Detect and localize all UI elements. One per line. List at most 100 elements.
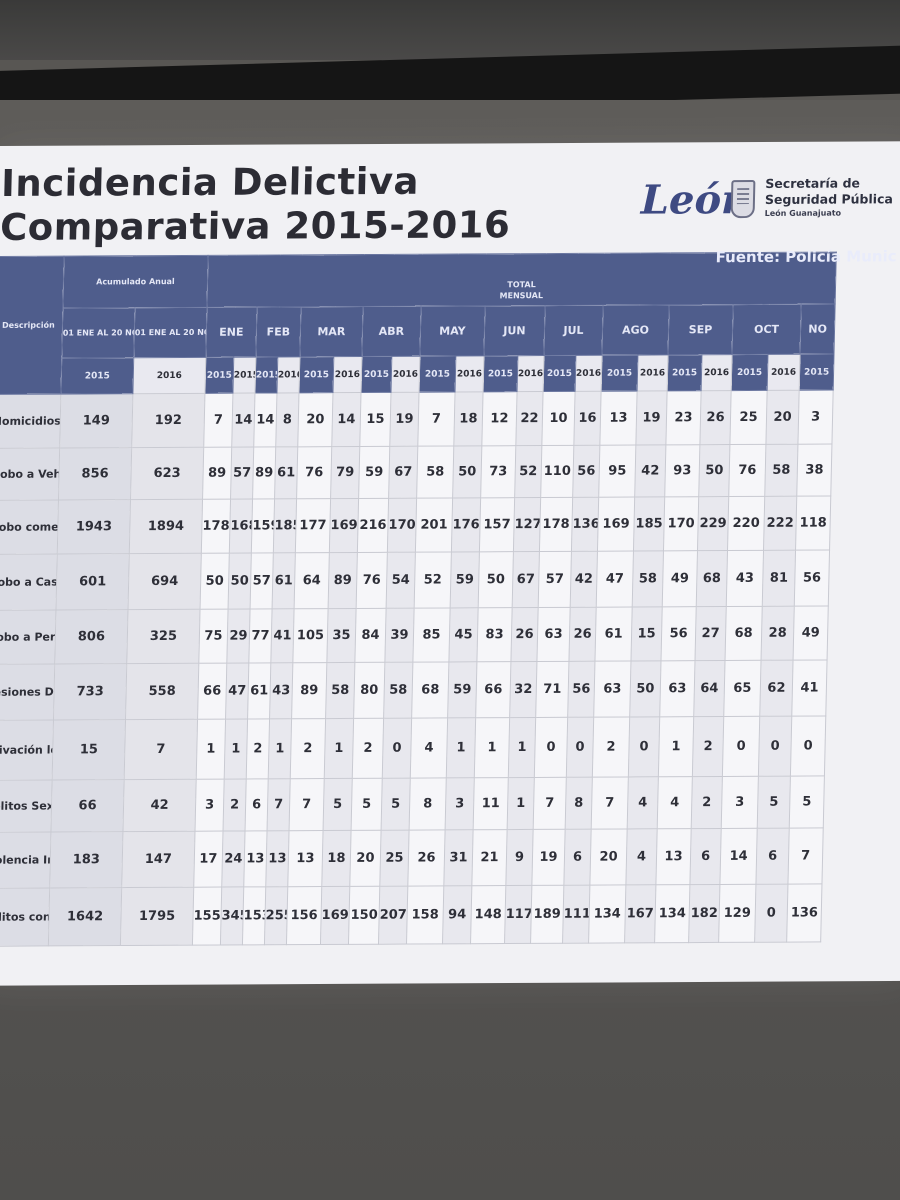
month-2016-cell: 50 [698,444,730,497]
month-2015-cell: 66 [197,663,227,720]
source-note: Fuente: Policía Munic [715,247,897,267]
month-2015-cell: 0 [790,715,826,777]
month-2015-cell: 4 [410,717,448,779]
month-2016-cell: 169 [329,498,359,553]
month-2016-cell: 54 [386,552,416,609]
month-year-header: 2015 [298,356,334,393]
month-2015-cell: 50 [200,553,230,610]
month-2015-cell: 89 [252,446,276,500]
org-line-1: Secretaría de [765,175,861,191]
month-2016-cell: 43 [269,662,293,719]
table-row: Robo a Personas 806 325 75 29 77 41 105 35 84 39 85… [0,605,829,665]
month-2016-cell: 19 [389,392,420,447]
month-2015-cell: 68 [725,606,763,661]
month-2016-cell: 1 [507,777,535,830]
month-2016-cell: 25 [379,830,410,887]
annual-2015-cell: 806 [54,609,129,665]
month-2016-cell: 20 [765,390,800,445]
month-2016-cell: 136 [571,497,599,552]
month-header: MAY [419,305,485,357]
month-2015-cell: 7 [417,392,456,447]
month-header: FEB [255,306,301,358]
month-2016-cell: 1 [268,718,292,779]
month-2015-cell: 89 [291,662,327,719]
month-2016-cell: 0 [628,716,660,777]
month-2016-cell: 5 [381,778,411,831]
month-2016-cell: 167 [624,884,656,943]
month-year-header: 2015 [543,355,576,392]
month-2015-cell: 65 [723,660,762,717]
month-2015-cell: 134 [654,884,690,943]
month-2016-cell: 52 [514,445,542,498]
period-header-2015: 01 ENE AL 20 NOV [61,307,135,359]
month-2015-cell: 75 [198,609,229,664]
month-2016-cell: 59 [447,661,477,718]
table-row: Robo a Vehículos 856 623 89 57 89 61 76 79 59 67 58… [0,444,833,501]
month-2015-cell: 20 [589,828,628,886]
annual-header: Acumulado Anual [62,255,209,309]
month-2015-cell: 6 [245,778,269,831]
month-2016-cell: 56 [567,661,595,718]
month-2015-cell: 25 [729,390,768,445]
month-2015-cell: 49 [793,605,829,661]
month-2015-cell: 63 [536,607,571,662]
month-2015-cell: 15 [359,392,392,447]
month-2015-cell: 178 [539,497,573,552]
month-2016-cell: 6 [563,829,592,886]
month-2016-cell: 47 [225,662,249,720]
annual-2015-cell: 733 [53,663,127,720]
month-2015-cell: 11 [473,777,509,830]
month-2015-cell: 4 [657,776,693,829]
month-header: JUN [483,305,546,356]
month-2016-cell: 1 [324,718,354,779]
month-2016-cell: 185 [633,496,665,552]
month-2016-cell: 0 [754,884,788,943]
month-2016-cell: 15 [630,606,663,661]
month-2015-cell: 153 [242,886,266,945]
month-year-header: 2016 [276,356,300,393]
month-2015-cell: 150 [348,886,380,945]
slide-title: Incidencia Delictiva Comparativa 2015-20… [0,159,512,250]
month-2015-cell: 216 [357,498,389,553]
month-2016-cell: 35 [326,608,357,663]
month-2016-cell: 50 [452,445,482,498]
month-2015-cell: 129 [718,884,756,943]
month-header: JUL [543,305,604,356]
annual-2016-cell: 1894 [129,499,203,554]
month-2015-cell: 10 [541,391,576,446]
row-description: Delitos Sexuales [0,779,53,833]
month-2016-cell: 1 [224,718,248,780]
month-2015-cell: 56 [660,606,697,661]
month-2016-cell: 50 [629,660,661,717]
table-row: Robo comercio 1943 1894 178 168 159 185 177 169 2… [0,496,831,555]
row-description: Homicidios dolosos [0,394,61,449]
month-2015-cell: 17 [193,831,224,888]
month-2015-cell: 7 [203,393,233,448]
month-year-header: 2015 [483,355,518,392]
month-2015-cell: 13 [287,830,324,887]
month-2016-cell: 255 [264,886,288,945]
month-2016-cell: 50 [228,553,252,610]
month-2016-cell: 68 [696,550,728,607]
month-2016-cell: 0 [382,718,412,779]
month-2016-cell: 0 [566,717,594,778]
month-2015-cell: 43 [726,550,764,607]
month-2016-cell: 7 [267,778,291,831]
month-2016-cell: 1 [508,717,536,778]
month-2016-cell: 81 [762,550,796,607]
month-2015-cell: 13 [599,391,638,446]
month-year-header: 2016 [517,355,544,392]
month-2016-cell: 117 [504,885,532,944]
month-year-header: 2015 [799,354,835,391]
month-2016-cell: 170 [387,498,417,553]
year-header-2015: 2015 [60,357,134,395]
month-2016-cell: 56 [572,445,600,498]
month-2016-cell: 111 [562,885,590,944]
year-header-2016: 2016 [132,357,206,394]
month-2015-cell: 38 [796,444,833,497]
period-header-2016: 01 ENE AL 20 NOV [133,307,207,358]
month-2015-cell: 85 [412,607,451,663]
org-line-2: Seguridad Pública [764,191,894,207]
annual-2015-cell: 66 [50,779,125,832]
month-header: NO [799,304,836,355]
